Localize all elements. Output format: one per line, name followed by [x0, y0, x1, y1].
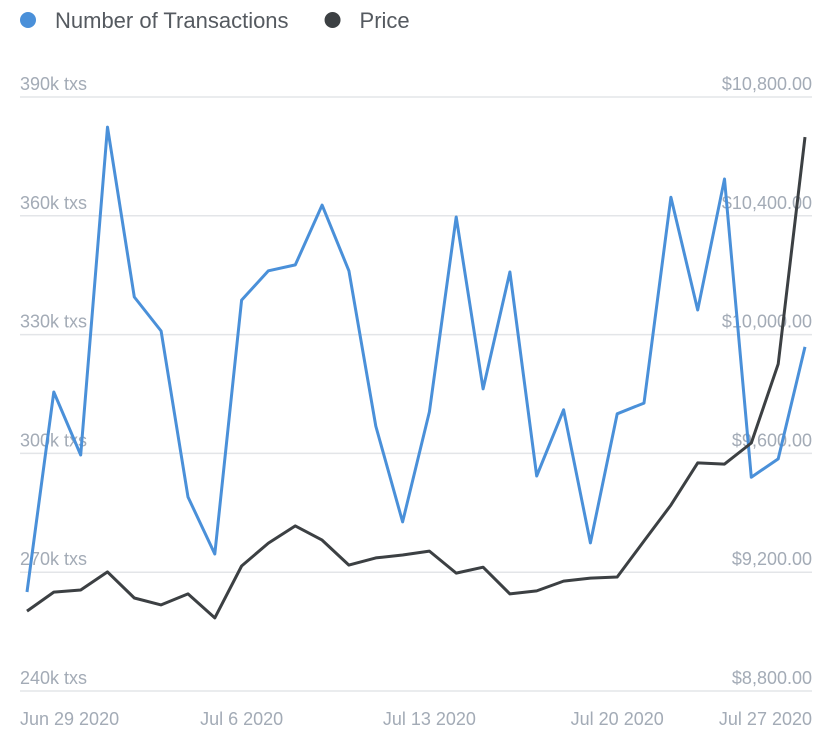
legend-marker	[324, 12, 341, 28]
y2-tick-label: $8,800.00	[732, 668, 812, 688]
x-tick-label: Jul 6 2020	[200, 709, 283, 729]
x-tick-label: Jun 29 2020	[20, 709, 119, 729]
x-tick-label: Jul 20 2020	[571, 709, 664, 729]
legend-marker	[20, 12, 36, 28]
y-tick-label: 330k txs	[20, 312, 87, 332]
legend-label: Price	[360, 8, 410, 33]
y-tick-label: 270k txs	[20, 549, 87, 569]
y-tick-label: 300k txs	[20, 430, 87, 450]
line-series	[26, 136, 807, 620]
legend-label: Number of Transactions	[55, 8, 289, 33]
y2-tick-label: $10,400.00	[722, 193, 812, 213]
y2-tick-label: $10,000.00	[722, 312, 812, 332]
x-tick-label: Jul 27 2020	[719, 709, 812, 729]
x-tick-label: Jul 13 2020	[383, 709, 476, 729]
y-tick-label: 240k txs	[20, 668, 87, 688]
y2-tick-label: $10,800.00	[722, 74, 812, 94]
y-tick-label: 360k txs	[20, 193, 87, 213]
line-series	[25, 125, 807, 593]
y-tick-label: 390k txs	[20, 74, 87, 94]
y2-tick-label: $9,600.00	[732, 430, 812, 450]
y2-tick-label: $9,200.00	[732, 549, 812, 569]
